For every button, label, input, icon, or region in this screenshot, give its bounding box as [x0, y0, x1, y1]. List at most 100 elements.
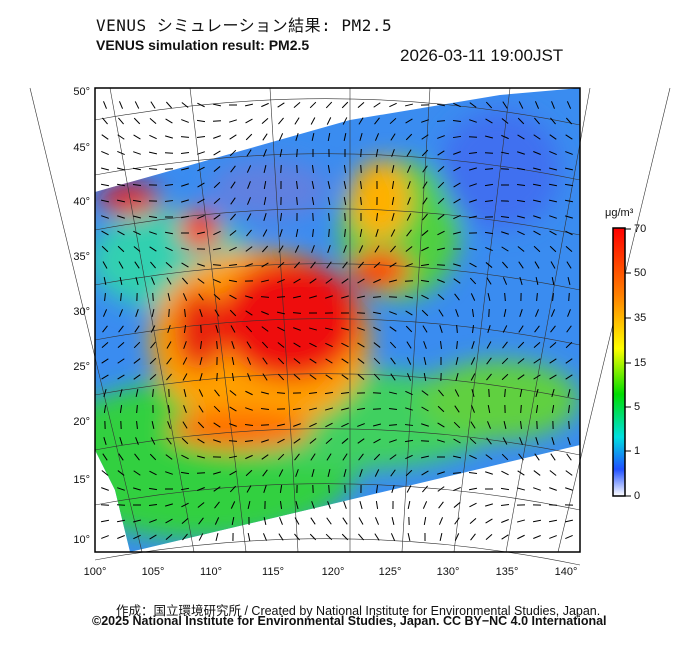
wind-arrow — [487, 404, 491, 414]
wind-arrow — [324, 391, 334, 395]
wind-arrow — [213, 150, 221, 156]
wind-arrow — [117, 487, 125, 491]
wind-arrow — [133, 374, 141, 380]
wind-arrow — [213, 405, 221, 413]
wind-arrow — [103, 101, 107, 109]
wind-arrow — [549, 487, 557, 491]
wind-arrow — [455, 373, 459, 381]
wind-arrow — [310, 517, 316, 525]
wind-arrow — [244, 423, 254, 427]
wind-arrow — [309, 533, 317, 541]
wind-arrow — [503, 308, 507, 318]
wind-arrow — [454, 389, 460, 397]
wind-arrow — [197, 198, 205, 204]
wind-arrow — [405, 390, 413, 396]
map-border — [94, 87, 581, 553]
wind-arrow — [405, 118, 413, 124]
wind-arrow — [181, 183, 189, 187]
wind-arrow — [262, 373, 268, 381]
wind-arrow — [245, 454, 253, 460]
wind-arrow — [325, 374, 333, 380]
wind-arrow — [132, 183, 142, 187]
wind-arrow — [247, 532, 251, 542]
wind-arrow — [517, 151, 525, 155]
wind-arrow — [279, 212, 283, 222]
wind-arrow — [327, 180, 331, 190]
wind-arrow — [309, 295, 317, 299]
wind-arrow — [196, 231, 206, 235]
wind-arrow — [484, 183, 494, 187]
wind-arrow — [391, 180, 395, 190]
wind-arrow — [261, 102, 269, 108]
wind-arrow — [119, 437, 123, 445]
wind-arrow — [310, 261, 316, 269]
wind-arrow — [247, 197, 251, 205]
wind-arrow — [372, 296, 382, 298]
wind-arrow — [552, 292, 554, 302]
wind-arrow — [484, 199, 494, 203]
lon-label: 115° — [262, 566, 284, 578]
wind-arrow — [212, 264, 222, 266]
wind-arrow — [246, 229, 252, 237]
wind-arrow — [181, 454, 189, 460]
wind-arrow — [277, 357, 285, 365]
wind-arrow — [487, 292, 491, 302]
wind-arrow — [471, 405, 475, 413]
wind-arrow — [439, 325, 443, 333]
wind-arrow — [212, 103, 222, 107]
wind-arrow — [501, 519, 509, 523]
wind-arrow — [136, 420, 138, 430]
wind-arrow — [294, 245, 300, 253]
wind-arrow — [148, 487, 158, 491]
wind-arrow — [133, 470, 141, 476]
wind-arrow — [181, 102, 189, 108]
wind-arrow — [246, 149, 252, 157]
wind-arrow — [440, 340, 442, 350]
wind-arrow — [197, 214, 205, 220]
wind-arrow — [469, 262, 477, 268]
wind-arrow — [277, 261, 285, 269]
wind-arrow — [101, 150, 109, 156]
wind-arrow — [358, 117, 364, 125]
wind-arrow — [278, 245, 284, 253]
wind-arrow — [533, 374, 541, 380]
wind-arrow — [263, 196, 267, 206]
wind-arrow — [453, 214, 461, 220]
wind-arrow — [312, 228, 314, 238]
wind-arrow — [472, 324, 474, 334]
wind-arrow — [357, 374, 365, 380]
wind-arrow — [164, 152, 174, 154]
wind-arrow — [420, 455, 430, 459]
wind-arrow — [149, 534, 157, 540]
wind-arrow — [182, 421, 188, 429]
wind-arrow — [564, 199, 574, 203]
wind-arrow — [296, 180, 298, 190]
wind-arrow — [551, 404, 555, 414]
lat-label: 30° — [73, 306, 90, 318]
wind-arrow — [486, 277, 492, 285]
wind-arrow — [549, 215, 557, 219]
wind-arrow — [101, 358, 109, 364]
wind-arrow — [340, 392, 350, 394]
wind-arrow — [389, 454, 397, 460]
wind-arrow — [276, 423, 286, 427]
wind-arrow — [279, 517, 283, 525]
wind-arrow — [421, 230, 429, 236]
wind-arrow — [567, 276, 571, 286]
wind-arrow — [101, 487, 109, 491]
wind-arrow — [421, 149, 429, 157]
wind-arrow — [117, 134, 125, 140]
wind-arrow — [246, 165, 252, 173]
wind-arrow — [213, 422, 221, 428]
wind-arrow — [229, 134, 237, 140]
wind-arrow — [548, 183, 558, 187]
wind-arrow — [260, 424, 270, 426]
lat-label: 15° — [73, 474, 90, 486]
wind-arrow — [260, 279, 270, 283]
wind-arrow — [567, 437, 571, 445]
wind-arrow — [487, 421, 491, 429]
wind-arrow — [487, 325, 491, 333]
wind-arrow — [519, 388, 523, 398]
wind-arrow — [374, 533, 380, 541]
wind-arrow — [133, 230, 141, 236]
